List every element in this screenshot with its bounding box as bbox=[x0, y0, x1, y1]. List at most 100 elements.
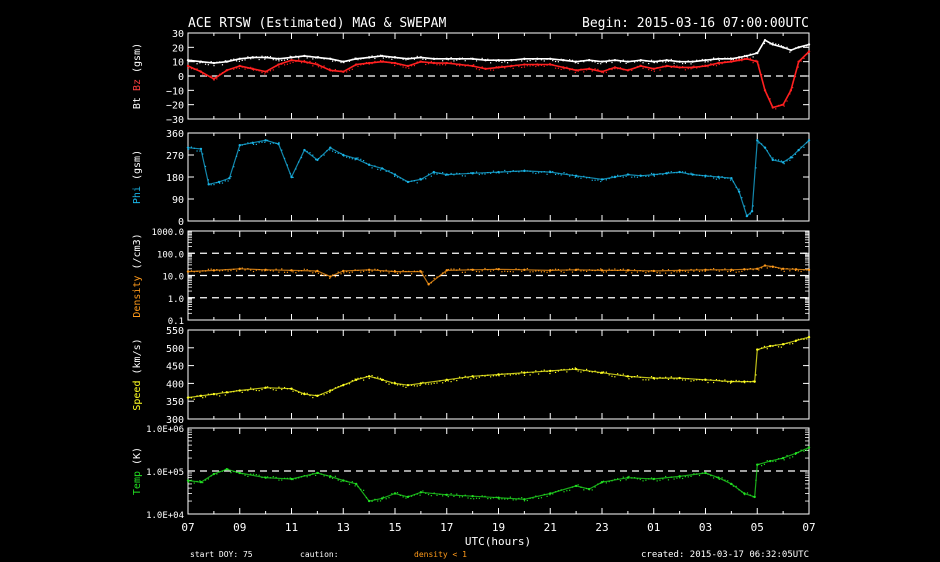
scatter-dot bbox=[597, 483, 599, 485]
scatter-dot bbox=[478, 271, 480, 273]
scatter-dot bbox=[529, 497, 531, 499]
scatter-dot bbox=[783, 270, 785, 272]
data-point bbox=[458, 63, 461, 66]
scatter-dot bbox=[281, 268, 283, 270]
scatter-dot bbox=[363, 270, 365, 272]
scatter-dot bbox=[625, 479, 627, 481]
scatter-dot bbox=[188, 481, 190, 483]
scatter-dot bbox=[673, 478, 675, 480]
scatter-dot bbox=[196, 68, 198, 70]
scatter-dot bbox=[746, 492, 749, 494]
scatter-dot bbox=[659, 69, 661, 71]
scatter-dot bbox=[532, 372, 534, 374]
scatter-dot bbox=[580, 270, 582, 272]
scatter-dot bbox=[780, 269, 782, 271]
scatter-dot bbox=[772, 106, 774, 108]
scatter-dot bbox=[450, 268, 452, 270]
scatter-dot bbox=[645, 272, 647, 274]
data-point bbox=[251, 141, 254, 144]
scatter-dot bbox=[394, 493, 396, 495]
scatter-dot bbox=[786, 160, 788, 162]
scatter-dot bbox=[600, 482, 602, 484]
scatter-dot bbox=[227, 392, 229, 394]
scatter-dot bbox=[704, 472, 706, 474]
scatter-dot bbox=[772, 266, 774, 268]
scatter-dot bbox=[704, 61, 706, 63]
scatter-dot bbox=[241, 391, 243, 393]
scatter-dot bbox=[312, 58, 314, 60]
scatter-dot bbox=[566, 173, 568, 175]
scatter-dot bbox=[447, 268, 449, 271]
scatter-dot bbox=[495, 496, 497, 498]
scatter-dot bbox=[255, 69, 257, 71]
scatter-dot bbox=[622, 476, 624, 478]
scatter-dot bbox=[394, 269, 396, 272]
scatter-dot bbox=[580, 371, 582, 373]
scatter-dot bbox=[583, 270, 585, 272]
scatter-dot bbox=[543, 60, 545, 62]
scatter-dot bbox=[665, 376, 667, 378]
scatter-dot bbox=[190, 59, 193, 61]
scatter-dot bbox=[382, 168, 384, 170]
scatter-dot bbox=[295, 272, 297, 274]
scatter-dot bbox=[224, 394, 226, 396]
scatter-dot bbox=[713, 64, 715, 66]
scatter-dot bbox=[602, 60, 605, 62]
scatter-dot bbox=[803, 338, 805, 340]
scatter-dot bbox=[267, 56, 269, 58]
scatter-dot bbox=[391, 172, 393, 174]
scatter-dot bbox=[340, 385, 342, 387]
data-point bbox=[781, 103, 785, 106]
scatter-dot bbox=[721, 269, 723, 271]
scatter-dot bbox=[315, 474, 317, 476]
scatter-dot bbox=[681, 477, 684, 480]
scatter-dot bbox=[467, 497, 469, 499]
scatter-dot bbox=[600, 63, 602, 65]
scatter-dot bbox=[490, 376, 492, 378]
scatter-dot bbox=[360, 488, 362, 491]
scatter-dot bbox=[631, 477, 633, 479]
data-point bbox=[807, 268, 811, 272]
scatter-dot bbox=[501, 65, 503, 67]
y-tick-label: 400 bbox=[166, 379, 184, 390]
scatter-dot bbox=[789, 343, 791, 345]
scatter-dot bbox=[224, 60, 226, 62]
scatter-dot bbox=[199, 62, 201, 64]
scatter-dot bbox=[340, 61, 342, 64]
data-point bbox=[807, 50, 811, 53]
scatter-dot bbox=[351, 481, 353, 483]
scatter-dot bbox=[447, 62, 449, 65]
scatter-dot bbox=[354, 269, 356, 271]
scatter-dot bbox=[583, 489, 585, 491]
scatter-dot bbox=[633, 376, 636, 378]
scatter-dot bbox=[360, 377, 362, 379]
scatter-dot bbox=[780, 346, 782, 348]
data-point bbox=[691, 173, 694, 176]
scatter-dot bbox=[772, 157, 774, 159]
scatter-dot bbox=[713, 177, 715, 179]
x-tick-label: 23 bbox=[595, 521, 608, 534]
scatter-dot bbox=[444, 174, 447, 176]
scatter-dot bbox=[586, 59, 588, 61]
scatter-dot bbox=[735, 379, 737, 382]
scatter-dot bbox=[289, 62, 291, 64]
scatter-dot bbox=[769, 155, 771, 157]
scatter-dot bbox=[269, 55, 272, 58]
scatter-dot bbox=[382, 496, 384, 498]
scatter-dot bbox=[512, 170, 514, 172]
scatter-dot bbox=[506, 373, 509, 375]
y-tick-label: 300 bbox=[166, 415, 184, 426]
scatter-dot bbox=[557, 490, 559, 492]
scatter-dot bbox=[777, 43, 780, 46]
scatter-dot bbox=[741, 60, 743, 62]
scatter-dot bbox=[724, 60, 726, 63]
scatter-dot bbox=[385, 498, 387, 500]
scatter-dot bbox=[286, 58, 288, 61]
data-point bbox=[652, 173, 655, 176]
scatter-dot bbox=[586, 368, 588, 370]
scatter-dot bbox=[509, 374, 511, 376]
data-point bbox=[277, 63, 280, 66]
scatter-dot bbox=[326, 150, 328, 152]
scatter-dot bbox=[580, 177, 582, 179]
